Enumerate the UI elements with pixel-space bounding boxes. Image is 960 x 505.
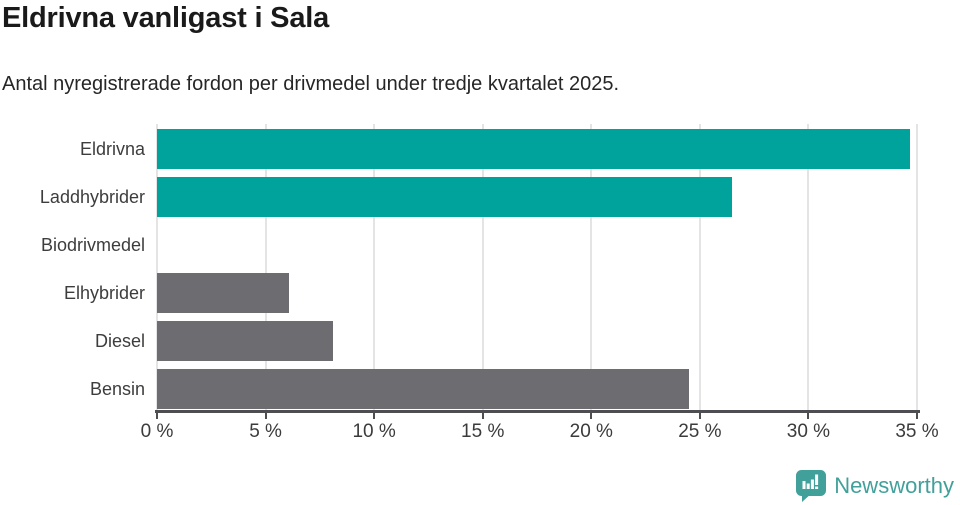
axis-tick-label: 15 % (461, 421, 505, 442)
axis-tick-label: 5 % (249, 421, 282, 442)
gridline (481, 124, 484, 411)
newsworthy-brand-text: Newsworthy (834, 473, 954, 498)
gridline (590, 124, 593, 411)
gridline (156, 124, 158, 411)
gridline (264, 124, 267, 411)
category-label-elhybrider: Elhybrider (63, 283, 145, 303)
axis-tick (916, 410, 918, 419)
axis-tick (481, 410, 484, 419)
category-label-bensin: Bensin (89, 379, 145, 399)
gridline (373, 124, 376, 411)
x-axis-line (155, 410, 920, 413)
axis-tick (590, 410, 593, 419)
category-label-eldrivna: Eldrivna (79, 139, 145, 159)
axis-tick (156, 410, 158, 419)
bar-laddhybrider (157, 177, 733, 217)
plot-area (156, 124, 918, 411)
newsworthy-logo: Newsworthy (796, 470, 954, 502)
axis-tick-label: 20 % (569, 421, 613, 442)
axis-tick-label: 35 % (895, 421, 939, 442)
bar-diesel (157, 321, 333, 361)
bar-eldrivna (157, 129, 911, 169)
axis-tick-label: 30 % (786, 421, 831, 442)
axis-tick (373, 410, 376, 419)
axis-tick (807, 410, 810, 419)
gridline (698, 124, 701, 411)
gridline (916, 124, 918, 411)
category-label-diesel: Diesel (94, 331, 145, 351)
gridline (807, 124, 810, 411)
chart-title: Eldrivna vanligast i Sala (2, 2, 330, 34)
bar-chart-speech-bubble-icon (796, 470, 827, 502)
bar-elhybrider (157, 273, 290, 313)
chart-subtitle: Antal nyregistrerade fordon per drivmede… (2, 73, 620, 95)
axis-tick-label: 0 % (140, 421, 174, 442)
axis-tick-label: 10 % (352, 421, 396, 442)
axis-tick (698, 410, 701, 419)
category-label-laddhybrider: Laddhybrider (39, 187, 145, 207)
axis-tick (264, 410, 267, 419)
bar-bensin (157, 369, 689, 409)
category-label-biodrivmedel: Biodrivmedel (40, 235, 145, 255)
axis-tick-label: 25 % (678, 421, 722, 442)
